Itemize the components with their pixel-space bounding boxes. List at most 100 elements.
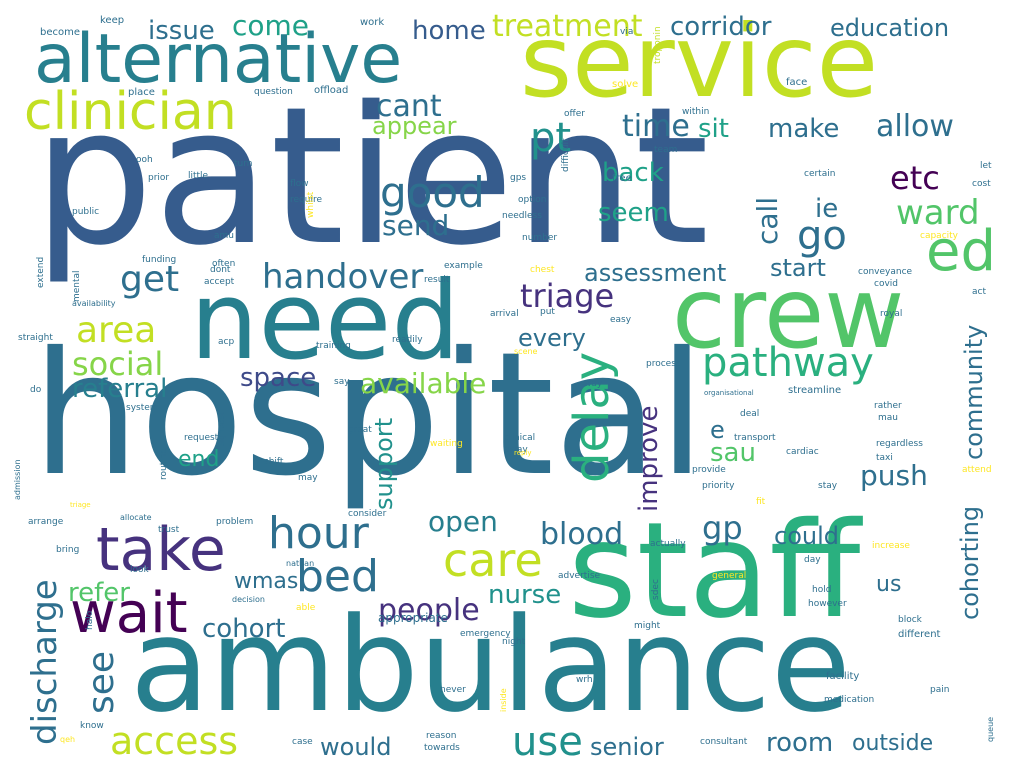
word-team: team bbox=[654, 145, 678, 155]
word-hour: hour bbox=[268, 508, 369, 559]
word-result: result bbox=[424, 275, 450, 285]
word-delay: delay bbox=[564, 351, 620, 483]
word-via: via bbox=[620, 27, 634, 37]
word-nathan: nathan bbox=[286, 559, 315, 568]
word-signpost: signpost bbox=[217, 412, 226, 446]
word-night: night bbox=[502, 637, 526, 647]
word-process: process bbox=[646, 359, 681, 369]
word-request: request bbox=[184, 433, 219, 443]
word-sdec: sdec bbox=[651, 579, 661, 600]
word-need: need bbox=[190, 259, 460, 384]
word-reason: reason bbox=[426, 731, 457, 741]
word-different: different bbox=[898, 629, 941, 640]
word-actually: actually bbox=[650, 539, 686, 549]
word-question: question bbox=[254, 87, 293, 97]
word-bed: bed bbox=[296, 551, 379, 602]
word-room: room bbox=[766, 728, 834, 758]
word-ed: ed bbox=[926, 219, 996, 284]
word-advertise: advertise bbox=[558, 571, 601, 581]
word-send: send bbox=[382, 209, 450, 242]
word-treatment: treatment bbox=[492, 9, 643, 44]
word-provide: provide bbox=[692, 465, 726, 475]
word-etc: etc bbox=[890, 159, 940, 197]
word-mau: mau bbox=[878, 413, 898, 423]
word-funding: funding bbox=[142, 255, 177, 265]
word-available: available bbox=[360, 367, 487, 400]
word-pt: pt bbox=[530, 115, 572, 161]
word-care: care bbox=[443, 533, 543, 587]
word-issue: issue bbox=[148, 16, 215, 46]
word-appropriate: appropriate bbox=[378, 611, 448, 625]
word-support: support bbox=[370, 417, 398, 510]
word-keep: keep bbox=[100, 15, 125, 26]
word-mental: mental bbox=[72, 270, 82, 302]
word-organisational: organisational bbox=[704, 389, 754, 397]
word-access: access bbox=[110, 719, 239, 763]
word-space: space bbox=[240, 363, 317, 393]
word-medication: medication bbox=[824, 695, 875, 705]
word-reply: reply bbox=[514, 449, 532, 457]
word-blood: blood bbox=[540, 517, 624, 552]
word-queue: queue bbox=[986, 716, 995, 742]
word-assessment: assessment bbox=[584, 259, 727, 287]
word-area: area bbox=[76, 310, 157, 351]
word-nurse: nurse bbox=[488, 580, 562, 610]
word-increase: increase bbox=[872, 541, 910, 551]
word-improve: improve bbox=[634, 405, 664, 512]
word-cohorting: cohorting bbox=[956, 505, 984, 620]
word-taxi: taxi bbox=[876, 453, 893, 463]
word-outside: outside bbox=[852, 731, 934, 756]
word-handover: handover bbox=[262, 257, 424, 297]
word-make: make bbox=[768, 114, 840, 144]
word-go: go bbox=[797, 213, 847, 259]
word-e: e bbox=[710, 416, 725, 444]
word-appear: appear bbox=[372, 112, 457, 140]
word-streamline: streamline bbox=[788, 385, 842, 396]
word-triage-small: triage bbox=[70, 501, 91, 509]
word-never: never bbox=[440, 685, 466, 695]
word-able: able bbox=[296, 603, 316, 613]
word-know: know bbox=[80, 721, 104, 731]
word-scene: scene bbox=[514, 347, 538, 356]
word-might: might bbox=[634, 621, 661, 631]
word-people: people bbox=[378, 593, 480, 628]
word-allow: allow bbox=[876, 109, 954, 144]
word-clinician: clinician bbox=[24, 82, 237, 142]
word-wrh: wrh bbox=[576, 675, 593, 685]
word-readily: readily bbox=[392, 335, 423, 345]
word-certain: certain bbox=[804, 169, 836, 179]
word-cant: cant bbox=[376, 89, 442, 124]
word-consider: consider bbox=[348, 509, 387, 519]
word-royal: royal bbox=[880, 309, 903, 319]
word-hold: hold bbox=[812, 585, 832, 595]
word-away: away bbox=[504, 445, 528, 455]
word-crew: crew bbox=[672, 257, 905, 371]
word-gp: gp bbox=[702, 509, 743, 547]
word-system: system bbox=[126, 403, 159, 413]
word-allocate: allocate bbox=[120, 513, 152, 522]
word-towards: towards bbox=[424, 743, 460, 753]
word-flow: flow bbox=[290, 179, 309, 189]
word-start: start bbox=[770, 254, 826, 282]
word-day: day bbox=[804, 555, 821, 565]
word-offload: offload bbox=[314, 85, 349, 96]
word-put: put bbox=[540, 307, 555, 317]
word-case: case bbox=[292, 737, 313, 747]
word-social: social bbox=[72, 345, 164, 383]
word-regardless: regardless bbox=[876, 439, 923, 449]
word-qeh: qeh bbox=[60, 735, 76, 744]
word-difficult: difficult bbox=[561, 138, 571, 172]
word-capacity: capacity bbox=[920, 231, 958, 241]
word-easy: easy bbox=[610, 315, 632, 325]
word-ooh: ooh bbox=[136, 155, 153, 165]
word-conveyance: conveyance bbox=[858, 267, 913, 277]
word-bring: bring bbox=[56, 545, 80, 555]
word-turn: turn bbox=[234, 159, 253, 169]
word-every: every bbox=[518, 324, 586, 352]
word-availability: availability bbox=[72, 299, 116, 308]
word-halo: halo bbox=[85, 610, 95, 630]
word-us: us bbox=[876, 572, 902, 597]
word-community: community bbox=[960, 324, 988, 460]
word-act: act bbox=[972, 287, 986, 297]
